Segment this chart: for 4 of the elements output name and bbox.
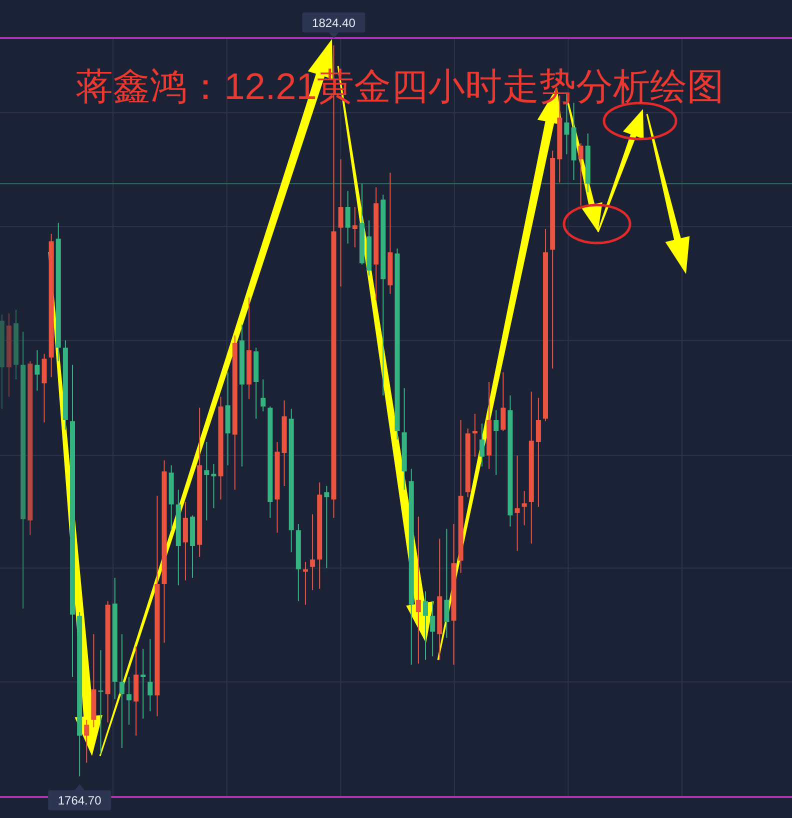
annotation: 1824.40 (312, 16, 356, 30)
annotation: 1764.70 (58, 794, 102, 808)
value-label: 1824.40 (302, 12, 366, 38)
value-label: 1764.70 (48, 784, 112, 810)
